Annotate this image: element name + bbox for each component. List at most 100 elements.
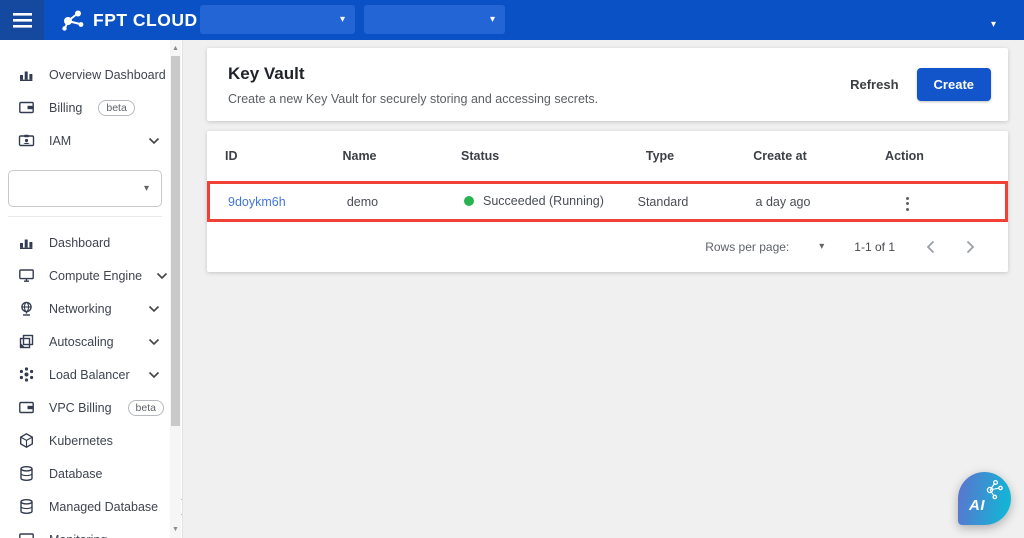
database-icon [20,466,33,482]
sidebar-item-vpc-billing[interactable]: VPC Billing beta [0,391,182,424]
ai-assistant-button[interactable]: AI [958,472,1011,525]
sidebar-project-select[interactable]: ▾ [8,170,162,207]
chevron-right-icon [966,240,975,254]
kebab-menu-icon[interactable] [902,193,913,215]
sidebar-item-label: Networking [49,301,112,316]
sidebar-item-label: Database [49,466,103,481]
sidebar-item-database[interactable]: Database [0,457,182,490]
scroll-down-icon[interactable]: ▼ [172,526,179,533]
sidebar-item-billing[interactable]: Billing beta [0,91,182,124]
next-page-button[interactable] [966,240,975,254]
molecule-icon [62,10,84,31]
column-header-type: Type [645,149,675,163]
create-button[interactable]: Create [916,68,991,101]
billing-icon [19,101,34,114]
pagination-range-label: 1-1 of 1 [854,240,895,254]
vault-created-cell: a day ago [755,194,811,209]
top-bar: FPT CLOUD ▾ ▾ ▾ [0,0,1024,40]
sidebar-item-label: Billing [49,100,83,115]
status-text: Succeeded (Running) [483,194,604,208]
sidebar-item-label: Overview Dashboard [49,67,166,82]
cube-icon [20,432,33,449]
status-green-dot-icon [464,196,474,206]
cluster-icon [19,367,34,382]
vault-id-link[interactable]: 9doykm6h [228,194,286,209]
sidebar-item-label: Load Balancer [49,367,130,382]
refresh-button[interactable]: Refresh [850,77,899,92]
vault-action-cell [850,189,1005,215]
sidebar-item-label: Managed Database [49,499,159,514]
sidebar-item-overview-dashboard[interactable]: Overview Dashboard [0,58,182,91]
ai-label: AI [969,497,985,514]
sidebar-item-managed-database[interactable]: Managed Database beta [0,490,182,523]
globe-network-icon [21,301,32,316]
page-subtitle: Create a new Key Vault for securely stor… [228,91,599,106]
column-header-action: Action [885,149,924,163]
column-header-create-at: Create at [753,149,807,163]
beta-badge: beta [127,399,164,416]
sidebar-item-label: Compute Engine [49,268,143,283]
hamburger-menu-button[interactable] [0,0,44,40]
bar-chart-icon [20,71,33,81]
sidebar-item-networking[interactable]: Networking [0,292,182,325]
scrollbar-thumb[interactable] [171,56,180,426]
chevron-down-icon: ▾ [990,19,996,30]
database-icon [20,499,33,515]
vault-status-cell: Succeeded (Running) [420,194,610,209]
monitor-icon [19,533,34,538]
sidebar-item-compute-engine[interactable]: Compute Engine [0,259,182,292]
sidebar-scrollbar[interactable]: ▲ ▼ [170,40,181,538]
vault-name-cell: demo [346,194,379,209]
monitor-icon [19,269,34,282]
chevron-down-icon [148,371,160,379]
key-vault-table-card: ID Name Status Type Create at Action 9do… [207,131,1008,272]
chevron-down-icon [148,305,160,313]
chevron-down-icon: ▾ [339,13,345,25]
scroll-up-icon[interactable]: ▲ [172,45,179,52]
column-header-status: Status [461,149,500,163]
layers-icon [19,334,34,349]
table-pagination: Rows per page: ▾ 1-1 of 1 [207,222,1008,272]
sidebar-nav: Overview Dashboard Billing beta IAM [0,40,183,538]
sidebar-item-label: Dashboard [49,235,111,250]
sidebar-item-label: Monitoring [49,533,107,538]
brand-name: FPT CLOUD [93,9,198,30]
account-menu-button[interactable]: ▾ [991,14,996,32]
table-header-row: ID Name Status Type Create at Action [207,131,1008,181]
chevron-down-icon [148,137,160,145]
sidebar-item-dashboard[interactable]: Dashboard [0,226,182,259]
main-content: Key Vault Create a new Key Vault for sec… [184,40,1024,538]
chevron-down-icon [156,272,168,280]
chevron-down-icon: ▾ [143,182,149,194]
sidebar-item-monitoring[interactable]: Monitoring [0,523,182,538]
sidebar-item-autoscaling[interactable]: Autoscaling [0,325,182,358]
id-card-icon [18,134,35,147]
vault-type-cell: Standard [637,194,689,209]
rows-per-page-label: Rows per page: [705,240,790,254]
beta-badge: beta [98,99,135,116]
sidebar-item-label: Kubernetes [49,433,113,448]
project-select[interactable]: ▾ [364,5,505,34]
table-row[interactable]: 9doykm6h demo Succeeded (Running) Standa… [207,181,1008,222]
sidebar-item-label: VPC Billing [49,400,112,415]
chevron-left-icon [926,240,935,254]
hamburger-icon [12,12,32,28]
billing-icon [19,401,34,414]
sidebar-item-load-balancer[interactable]: Load Balancer [0,358,182,391]
ai-molecule-icon [986,479,1003,500]
page-title: Key Vault [228,63,305,83]
chevron-down-icon: ▾ [489,13,495,25]
rows-per-page-select[interactable]: ▾ [819,241,825,252]
sidebar-item-label: IAM [49,133,72,148]
page-header-card: Key Vault Create a new Key Vault for sec… [207,48,1008,121]
fpt-cloud-logo[interactable]: FPT CLOUD [60,8,198,32]
chevron-down-icon [148,338,160,346]
previous-page-button[interactable] [926,240,935,254]
sidebar-item-label: Autoscaling [49,334,114,349]
sidebar-divider [8,216,162,217]
column-header-name: Name [342,149,377,163]
sidebar-item-iam[interactable]: IAM [0,124,182,157]
column-header-id: ID [225,149,238,163]
sidebar-item-kubernetes[interactable]: Kubernetes [0,424,182,457]
region-select[interactable]: ▾ [200,5,355,34]
